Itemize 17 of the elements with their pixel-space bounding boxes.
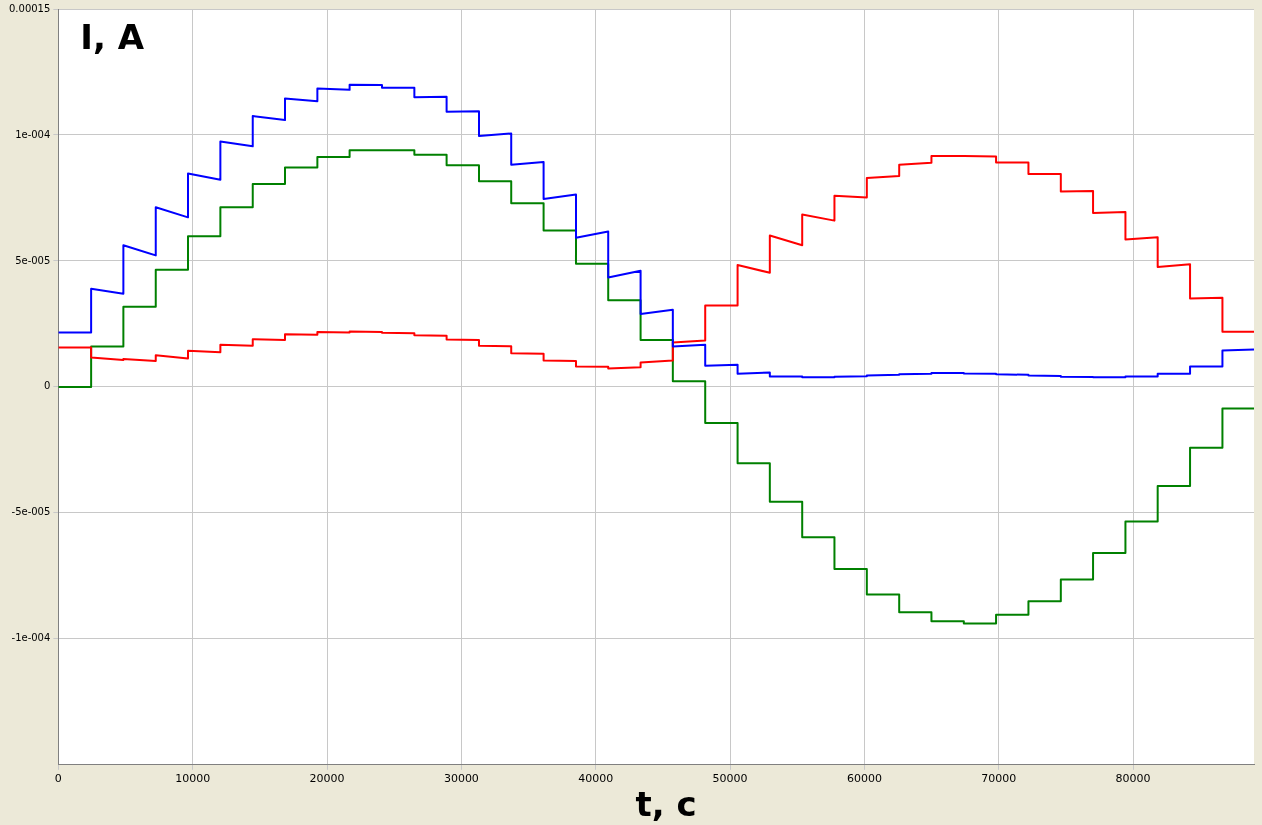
x-tick-label: 70000 (981, 772, 1017, 786)
y-tick-label: 1e-004 (15, 128, 51, 140)
y-tick-label: 0.00015 (8, 2, 51, 14)
y-tick-label: 0 (43, 380, 51, 392)
x-axis-title: t, c (635, 783, 697, 824)
y-tick-label: -5e-005 (11, 506, 51, 518)
x-tick-label: 20000 (309, 772, 345, 786)
x-tick-label: 50000 (712, 772, 748, 786)
x-tick-label: 60000 (846, 772, 882, 786)
x-tick-label: 0 (54, 772, 62, 786)
y-tick-label: -1e-004 (11, 632, 51, 644)
x-tick-label: 80000 (1115, 772, 1151, 786)
x-tick-label: 10000 (175, 772, 211, 786)
x-tick-label: 30000 (443, 772, 479, 786)
x-tick-label: 40000 (578, 772, 614, 786)
y-tick-label: 5e-005 (15, 254, 51, 266)
y-axis-title: I, A (80, 16, 145, 57)
